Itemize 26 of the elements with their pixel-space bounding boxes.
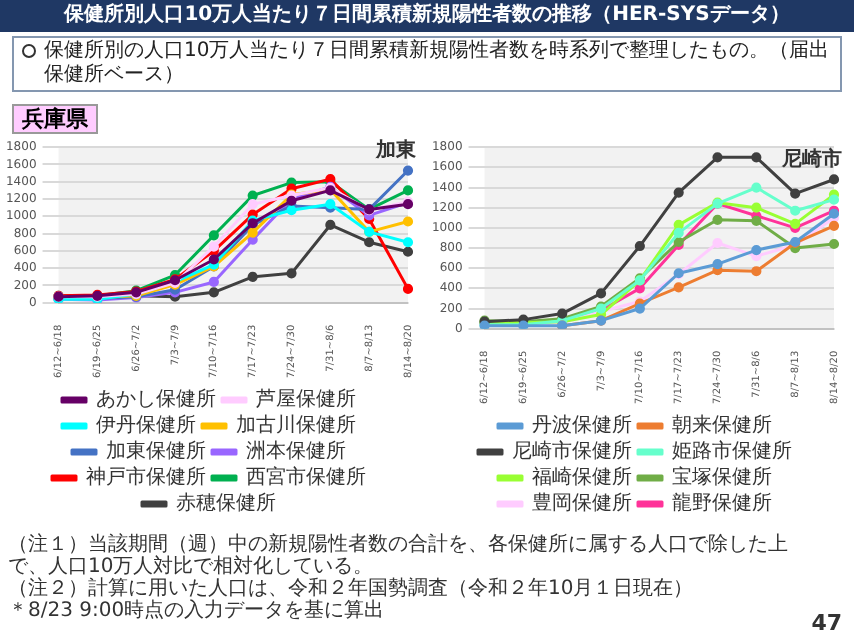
legend-label: 丹波保健所 xyxy=(532,413,632,438)
legend-label: 宝塚保健所 xyxy=(672,465,772,490)
text: （注２）計算に用いた人口は、令和２年国勢調査（令和２年10月１日現在） xyxy=(8,578,696,600)
legend-label: 龍野保健所 xyxy=(672,491,772,516)
legend-label: あかし保健所 xyxy=(96,387,216,412)
chart-subtitle: 保健所別の人口10万人当たり７日間累積新規陽性者数を時系列で整理したもの。（届出保健所ベース） xyxy=(44,40,832,88)
legend-label: 芦屋保健所 xyxy=(256,387,356,412)
legend-label: 尼崎市保健所 xyxy=(512,439,632,464)
legend-label: 福崎保健所 xyxy=(532,465,632,490)
annotation: 尼崎市 xyxy=(780,146,842,171)
legend-label: 加東保健所 xyxy=(106,439,206,464)
legend-label: 姫路市保健所 xyxy=(672,439,792,464)
legend-label: 西宮市保健所 xyxy=(246,465,366,490)
annotation: 加東 xyxy=(374,137,418,162)
legend-label: 洲本保健所 xyxy=(246,439,346,464)
legend-label: 伊丹保健所 xyxy=(96,413,196,438)
text: ＊8/23 9:00時点の入力データを基に算出 xyxy=(8,600,387,622)
chart-title: 保健所別人口10万人当たり７日間累積新規陽性者数の推移（HER-SYSデータ） xyxy=(0,0,854,32)
legend-label: 神戸市保健所 xyxy=(86,465,206,490)
text: 47 xyxy=(811,610,842,636)
legend-label: 加古川保健所 xyxy=(236,413,356,438)
legend-label: 豊岡保健所 xyxy=(532,491,632,516)
legend-label: 赤穂保健所 xyxy=(176,491,276,516)
text: （注１）当該期間（週）中の新規陽性者数の合計を、各保健所に属する人口で除した上で、人口10万人対比で相対化している。 xyxy=(8,534,790,578)
text: 兵庫県 xyxy=(12,104,98,134)
legend-label: 朝来保健所 xyxy=(672,413,772,438)
